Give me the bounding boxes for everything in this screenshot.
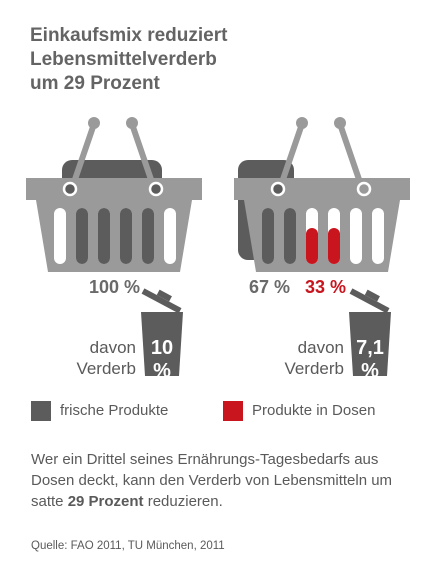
verderb-label-left: Verderb <box>76 359 136 378</box>
trash-bin-icon-left <box>141 288 183 376</box>
basket-rim-left <box>26 178 202 200</box>
basket-icon-left <box>26 117 202 272</box>
verderb-label-right: Verderb <box>284 359 344 378</box>
davon-verderb-right: davon Verderb <box>268 337 344 379</box>
handle-knob-right-b <box>334 117 346 129</box>
description-text: Wer ein Drittel seines Ernährungs-Tagesb… <box>31 449 401 512</box>
pct-label-left-fresh: 100 % <box>89 277 141 297</box>
basket-pivot-left-b <box>148 181 164 197</box>
basket-pivot-right-b <box>356 181 372 197</box>
chart-title: Einkaufsmix reduziert Lebensmittelverder… <box>30 24 410 96</box>
trash-bin-icon-right <box>349 288 391 376</box>
basket-pivot-right-a <box>270 181 286 197</box>
title-line2: um 29 Prozent <box>30 72 410 96</box>
legend-swatch-fresh <box>31 401 51 421</box>
title-number: 29 <box>63 73 85 94</box>
legend-swatch-canned <box>223 401 243 421</box>
legend-label-fresh: frische Produkte <box>60 402 169 419</box>
basket-content-through-slots-right <box>262 208 340 264</box>
davon-label-left: davon <box>89 338 136 357</box>
bin-value-left: 10 % <box>150 337 174 382</box>
legend-label-canned: Produkte in Dosen <box>252 402 376 419</box>
handle-knob-left-b <box>126 117 138 129</box>
description-post: reduzieren. <box>143 493 223 510</box>
handle-knob-left-a <box>88 117 100 129</box>
description-pre: Wer ein Drittel seines Ernährungs-Tagesb… <box>31 451 393 510</box>
title-line1: Einkaufsmix reduziert Lebensmittelverder… <box>30 25 228 70</box>
basket-icon-right <box>234 117 410 272</box>
description-bold: 29 Prozent <box>67 493 144 510</box>
bin-value-right: 7,1 % <box>356 337 384 382</box>
basket-pivot-left-a <box>62 181 78 197</box>
basket-rim-right <box>234 178 410 200</box>
handle-knob-right-a <box>296 117 308 129</box>
basket-content-through-slots-left <box>76 208 154 264</box>
pct-label-right-fresh: 67 % <box>249 277 291 297</box>
title-suffix: Prozent <box>84 73 160 94</box>
title-prefix: um <box>30 73 64 94</box>
davon-label-right: davon <box>297 338 344 357</box>
davon-verderb-left: davon Verderb <box>60 337 136 379</box>
pct-label-right-canned: 33 % <box>305 277 347 297</box>
source-note: Quelle: FAO 2011, TU München, 2011 <box>31 540 225 552</box>
